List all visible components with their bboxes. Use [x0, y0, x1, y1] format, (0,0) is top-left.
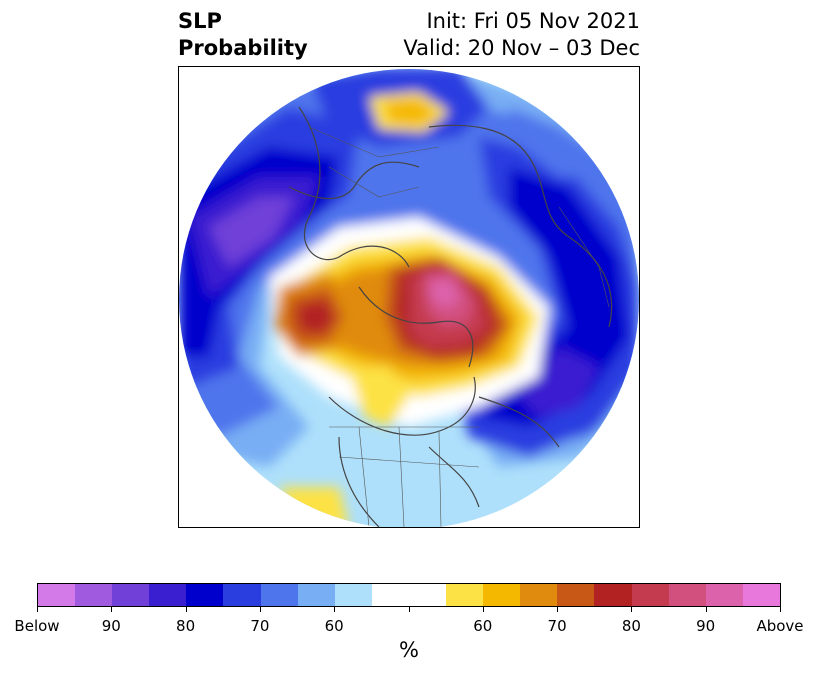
colorbar-segment	[520, 584, 558, 606]
title-line-1: SLP	[178, 9, 222, 33]
colorbar-tick	[705, 607, 707, 612]
colorbar-segment	[260, 584, 298, 606]
coastlines	[288, 106, 613, 527]
colorbar-segment	[705, 584, 743, 606]
colorbar-segment	[334, 584, 372, 606]
colorbar-segment	[668, 584, 706, 606]
colorbar-tick-label: Above	[756, 617, 804, 635]
colorbar-tick-label: 90	[101, 617, 121, 635]
init-date: Init: Fri 05 Nov 2021	[426, 9, 640, 33]
colorbar-segment	[75, 584, 113, 606]
colorbar-segment	[186, 584, 224, 606]
colorbar-tick	[780, 607, 781, 612]
country-borders	[308, 126, 610, 527]
valid-range: Valid: 20 Nov – 03 Dec	[403, 36, 640, 60]
colorbar-segment	[223, 584, 261, 606]
colorbar-segment	[446, 584, 484, 606]
chart-title: SLP Probability	[178, 8, 308, 62]
title-line-2: Probability	[178, 36, 308, 60]
colorbar-tick-label: 80	[621, 617, 641, 635]
colorbar-segment	[631, 584, 669, 606]
probability-map	[179, 69, 639, 527]
colorbar-segment	[297, 584, 335, 606]
colorbar-segment	[371, 584, 409, 606]
colorbar-tick	[631, 607, 633, 612]
colorbar-tick-label: 90	[696, 617, 716, 635]
colorbar-tick	[37, 607, 38, 612]
colorbar-tick	[259, 607, 261, 612]
colorbar-tick	[111, 607, 113, 612]
colorbar	[37, 583, 781, 607]
shaded-field	[179, 69, 639, 527]
colorbar-tick-label: Below	[14, 617, 60, 635]
colorbar-unit: %	[399, 638, 419, 662]
colorbar-tick	[557, 607, 559, 612]
date-info: Init: Fri 05 Nov 2021 Valid: 20 Nov – 03…	[403, 8, 640, 62]
colorbar-tick	[185, 607, 187, 612]
colorbar-segment	[742, 584, 780, 606]
colorbar-tick-label: 60	[324, 617, 344, 635]
colorbar-segment	[408, 584, 447, 606]
map-panel	[178, 66, 640, 528]
colorbar-tick-label: 80	[176, 617, 196, 635]
colorbar-segment	[112, 584, 150, 606]
colorbar-segment	[483, 584, 521, 606]
colorbar-tick	[482, 607, 484, 612]
colorbar-tick	[334, 607, 336, 612]
colorbar-segment	[38, 584, 76, 606]
colorbar-segment	[149, 584, 187, 606]
colorbar-tick-label: 70	[250, 617, 270, 635]
colorbar-tick-label: 70	[547, 617, 567, 635]
colorbar-segment	[557, 584, 595, 606]
colorbar-segment	[594, 584, 632, 606]
colorbar-tick	[408, 607, 410, 612]
colorbar-tick-label: 60	[473, 617, 493, 635]
